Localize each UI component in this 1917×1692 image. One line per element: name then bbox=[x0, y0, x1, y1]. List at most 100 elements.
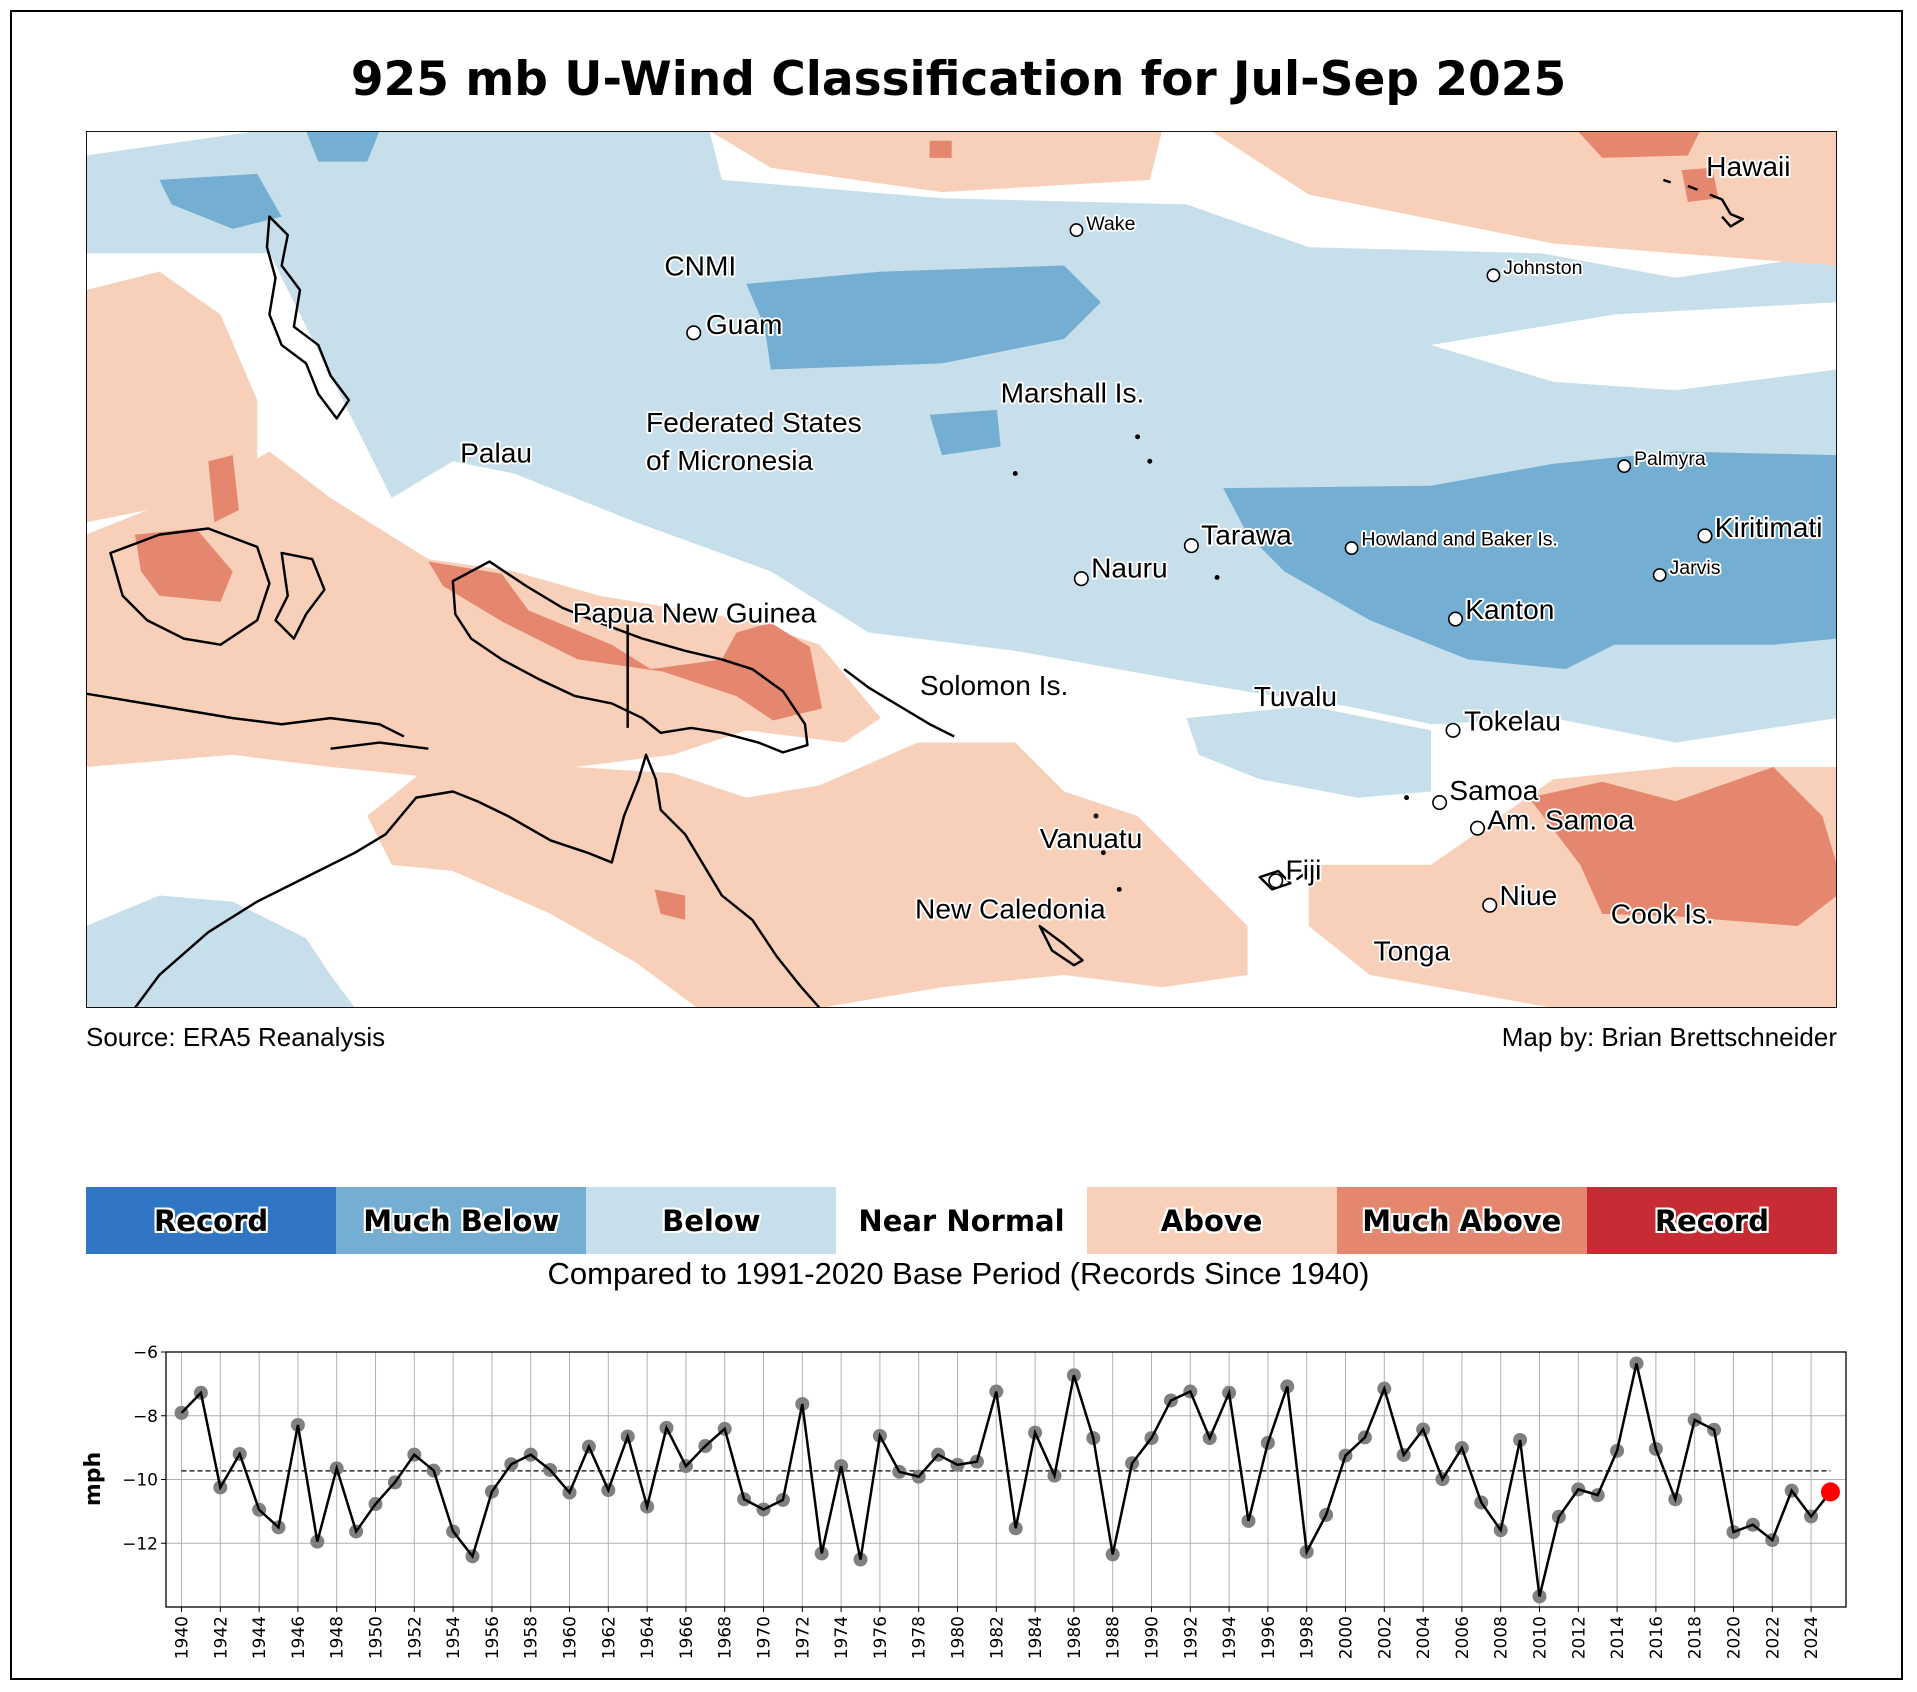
much-above-region bbox=[654, 889, 686, 920]
marker-amsamoa bbox=[1469, 820, 1486, 836]
x-tick-label: 1942 bbox=[211, 1616, 231, 1659]
x-tick-label: 2002 bbox=[1375, 1616, 1395, 1659]
marker-jarvis bbox=[1652, 568, 1667, 582]
figure-frame bbox=[10, 10, 1903, 1680]
marker-palmyra bbox=[1617, 459, 1632, 474]
label-amsamoa: Am. Samoa bbox=[1487, 804, 1634, 835]
chart-grid bbox=[166, 1351, 1846, 1607]
x-tick-label: 1964 bbox=[638, 1616, 658, 1659]
x-tick-label: 2014 bbox=[1608, 1616, 1628, 1659]
x-tick-label: 1980 bbox=[949, 1616, 969, 1659]
label-johnston: Johnston bbox=[1503, 257, 1582, 279]
x-tick-label: 1998 bbox=[1298, 1616, 1318, 1659]
label-nauru: Nauru bbox=[1091, 552, 1168, 583]
legend-much-above: Much Above bbox=[1336, 1187, 1587, 1254]
x-tick-label: 1944 bbox=[250, 1616, 270, 1659]
label-jarvis: Jarvis bbox=[1669, 557, 1720, 579]
x-tick-label: 1986 bbox=[1065, 1616, 1085, 1659]
y-tick-label: −12 bbox=[122, 1534, 158, 1554]
x-tick-label: 2022 bbox=[1763, 1616, 1783, 1659]
below-region bbox=[1186, 705, 1432, 798]
chart-ticks: 1940 1942 1944 1946 1948 1950 1952 1954 1956 1958… bbox=[122, 1343, 1822, 1659]
label-wake: Wake bbox=[1086, 213, 1135, 235]
x-tick-label: 2020 bbox=[1724, 1616, 1744, 1659]
marker-tarawa bbox=[1183, 538, 1199, 554]
label-fsm-line2: of Micronesia bbox=[646, 445, 814, 476]
legend-record-low: Record bbox=[86, 1187, 337, 1254]
x-tick-label: 2018 bbox=[1686, 1616, 1706, 1659]
above-region bbox=[86, 451, 881, 780]
legend-much-below: Much Below bbox=[336, 1187, 587, 1254]
x-tick-label: 1984 bbox=[1026, 1616, 1046, 1659]
marker-guam bbox=[686, 325, 702, 341]
much-below-region bbox=[306, 131, 380, 162]
legend-note: Compared to 1991-2020 Base Period (Recor… bbox=[547, 1256, 1370, 1291]
label-marshall: Marshall Is. bbox=[1001, 378, 1145, 409]
marker-johnston bbox=[1486, 268, 1501, 283]
above-region bbox=[367, 742, 1248, 1008]
series-line bbox=[180, 1363, 1832, 1597]
x-tick-label: 1992 bbox=[1181, 1616, 1201, 1659]
much-below-region bbox=[746, 265, 1101, 370]
label-fsm-line1: Federated States bbox=[646, 407, 862, 438]
marker-nauru bbox=[1073, 571, 1089, 587]
x-tick-label: 1982 bbox=[987, 1616, 1007, 1659]
x-tick-label: 1994 bbox=[1220, 1616, 1240, 1659]
label-cnmi: CNMI bbox=[664, 250, 736, 281]
much-above-region bbox=[208, 455, 239, 523]
x-tick-label: 2024 bbox=[1802, 1616, 1822, 1659]
x-tick-label: 1990 bbox=[1142, 1616, 1162, 1659]
x-tick-label: 1950 bbox=[367, 1616, 387, 1659]
legend-near-normal: Near Normal bbox=[836, 1187, 1087, 1254]
x-tick-label: 1962 bbox=[599, 1616, 619, 1659]
label-samoa: Samoa bbox=[1449, 775, 1538, 806]
x-tick-label: 1988 bbox=[1104, 1616, 1124, 1659]
x-tick-label: 2010 bbox=[1530, 1616, 1550, 1659]
marker-kiritimati bbox=[1697, 528, 1713, 544]
much-above-region bbox=[1577, 131, 1701, 158]
legend-above: Above bbox=[1086, 1187, 1337, 1254]
label-solomon: Solomon Is. bbox=[920, 670, 1068, 701]
label-tonga: Tonga bbox=[1374, 935, 1451, 966]
marker-howland bbox=[1344, 541, 1359, 556]
x-tick-label: 1954 bbox=[444, 1616, 464, 1659]
x-tick-label: 1970 bbox=[755, 1616, 775, 1659]
legend-record-high: Record bbox=[1586, 1187, 1837, 1254]
marker-samoa bbox=[1432, 794, 1448, 811]
x-tick-label: 1972 bbox=[793, 1616, 813, 1659]
label-cook: Cook Is. bbox=[1611, 899, 1714, 930]
x-tick-label: 1940 bbox=[173, 1616, 193, 1659]
x-tick-label: 1956 bbox=[483, 1616, 503, 1659]
much-above-region bbox=[1681, 167, 1719, 202]
x-tick-label: 1968 bbox=[716, 1616, 736, 1659]
marker-niue bbox=[1482, 897, 1498, 913]
above-region bbox=[709, 131, 1163, 193]
label-palmyra: Palmyra bbox=[1634, 448, 1706, 470]
marker-fiji bbox=[1268, 873, 1284, 889]
x-tick-label: 1974 bbox=[832, 1616, 852, 1659]
x-tick-label: 1948 bbox=[328, 1616, 348, 1659]
site-markers bbox=[686, 223, 1713, 913]
label-hawaii: Hawaii bbox=[1706, 151, 1790, 182]
much-above-region bbox=[134, 528, 233, 602]
much-below-region bbox=[1223, 451, 1837, 670]
x-tick-label: 1978 bbox=[910, 1616, 930, 1659]
y-tick-label: −8 bbox=[133, 1407, 158, 1427]
marker-wake bbox=[1069, 223, 1084, 237]
below-region bbox=[86, 895, 356, 1008]
label-guam: Guam bbox=[706, 309, 783, 340]
source-text: Source: ERA5 Reanalysis bbox=[86, 1022, 386, 1052]
x-tick-label: 2006 bbox=[1453, 1616, 1473, 1659]
x-tick-label: 1952 bbox=[405, 1616, 425, 1659]
label-tuvalu: Tuvalu bbox=[1254, 681, 1337, 712]
x-tick-label: 2008 bbox=[1492, 1616, 1512, 1659]
x-tick-label: 1958 bbox=[522, 1616, 542, 1659]
marker-tokelau bbox=[1445, 722, 1461, 738]
highlight-point-group bbox=[1820, 1482, 1840, 1502]
much-below-region bbox=[929, 409, 1001, 456]
y-tick-label: −6 bbox=[133, 1343, 158, 1363]
x-tick-label: 2016 bbox=[1647, 1616, 1667, 1659]
much-above-region bbox=[1528, 767, 1837, 927]
much-below-region bbox=[159, 173, 282, 229]
anomaly-map: Hawaii Wake Johnston CNMI Guam Marshall … bbox=[86, 131, 1837, 1008]
